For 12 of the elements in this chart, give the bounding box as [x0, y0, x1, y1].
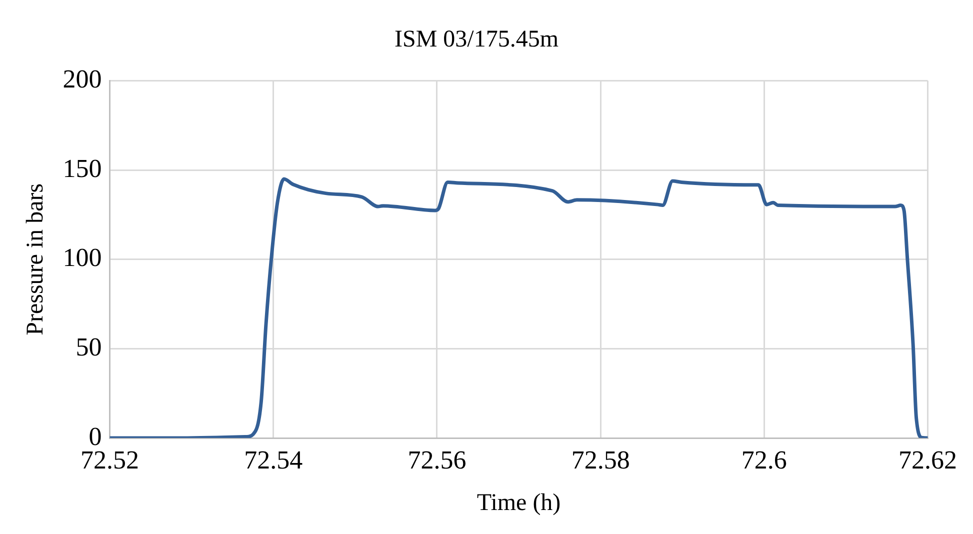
x-axis-title: Time (h)	[476, 490, 561, 516]
x-tick-label: 72.6	[741, 445, 787, 474]
chart-title: ISM 03/175.45m	[394, 26, 559, 53]
y-axis-title: Pressure in bars	[22, 183, 49, 336]
x-tick-label: 72.62	[898, 445, 957, 474]
x-tick-label: 72.56	[408, 445, 466, 474]
y-tick-label: 50	[76, 332, 102, 362]
y-tick-label: 150	[62, 154, 102, 183]
x-tick-label: 72.58	[571, 445, 630, 474]
y-tick-label: 100	[62, 243, 102, 272]
y-tick-label: 200	[62, 64, 102, 94]
x-tick-label: 72.54	[244, 445, 303, 474]
